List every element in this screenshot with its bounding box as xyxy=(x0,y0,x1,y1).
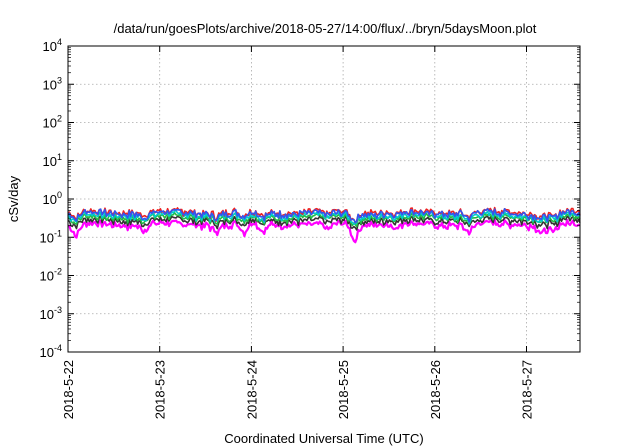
series-line-6 xyxy=(67,208,581,224)
x-tick-label: 2018-5-26 xyxy=(428,360,443,419)
y-tick-label: 104 xyxy=(43,37,62,54)
y-tick-label: 10-4 xyxy=(40,343,62,360)
y-tick-label: 10-2 xyxy=(40,267,62,284)
x-tick-label: 2018-5-24 xyxy=(244,360,259,419)
series-line-1 xyxy=(67,218,581,244)
y-tick-label: 101 xyxy=(43,152,62,169)
x-tick-labels: 2018-5-22 2018-5-23 2018-5-24 2018-5-25 2018… xyxy=(61,360,535,419)
chart-title: /data/run/goesPlots/archive/2018-05-27/1… xyxy=(114,21,537,36)
y-axis-label: cSv/day xyxy=(6,175,21,222)
x-tick-label: 2018-5-27 xyxy=(520,360,535,419)
y-tick-labels: 104 103 102 101 100 10-1 10-2 10-3 10-4 xyxy=(40,37,62,360)
y-tick-label: 10-1 xyxy=(40,228,62,245)
x-axis-label: Coordinated Universal Time (UTC) xyxy=(224,431,423,446)
ticks xyxy=(67,45,580,353)
y-tick-label: 103 xyxy=(43,75,62,92)
series-line-5 xyxy=(67,206,581,224)
x-tick-label: 2018-5-25 xyxy=(336,360,351,419)
series-group xyxy=(67,206,581,244)
grid xyxy=(68,46,580,352)
y-tick-label: 10-3 xyxy=(40,305,62,322)
y-tick-label: 102 xyxy=(43,114,62,131)
x-tick-label: 2018-5-23 xyxy=(153,360,168,419)
x-tick-label: 2018-5-22 xyxy=(61,360,76,419)
y-tick-label: 100 xyxy=(43,190,62,207)
